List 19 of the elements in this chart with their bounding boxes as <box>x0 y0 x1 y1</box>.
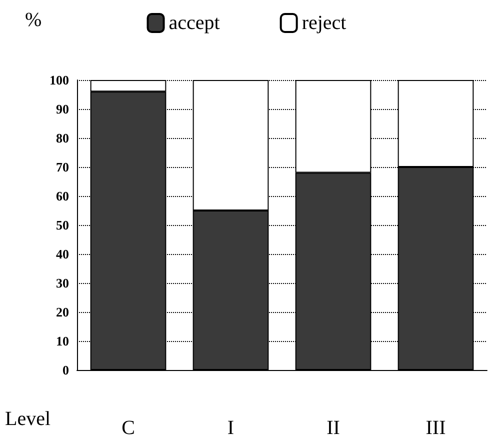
y-tick-label: 50 <box>56 218 69 232</box>
legend-label: reject <box>302 12 347 34</box>
y-tick-label: 70 <box>56 160 69 174</box>
y-tick-label: 40 <box>56 246 69 262</box>
x-axis-title: Level <box>5 408 51 430</box>
y-tick-label: 90 <box>56 102 69 116</box>
x-tick-label: II <box>326 417 340 439</box>
x-tick-label: I <box>227 417 234 439</box>
y-tick-label: 60 <box>56 188 69 204</box>
y-axis-title: % <box>25 9 42 31</box>
y-tick-label: 20 <box>56 304 69 320</box>
y-tick-label: 30 <box>56 276 69 290</box>
x-tick-label: C <box>122 417 135 439</box>
y-tick-label: 0 <box>62 362 69 378</box>
y-tick-label: 10 <box>56 334 69 348</box>
y-tick-label: 100 <box>50 72 69 88</box>
legend-label: accept <box>168 12 220 34</box>
y-tick-label: 80 <box>56 130 69 146</box>
x-tick-label: III <box>426 417 446 439</box>
